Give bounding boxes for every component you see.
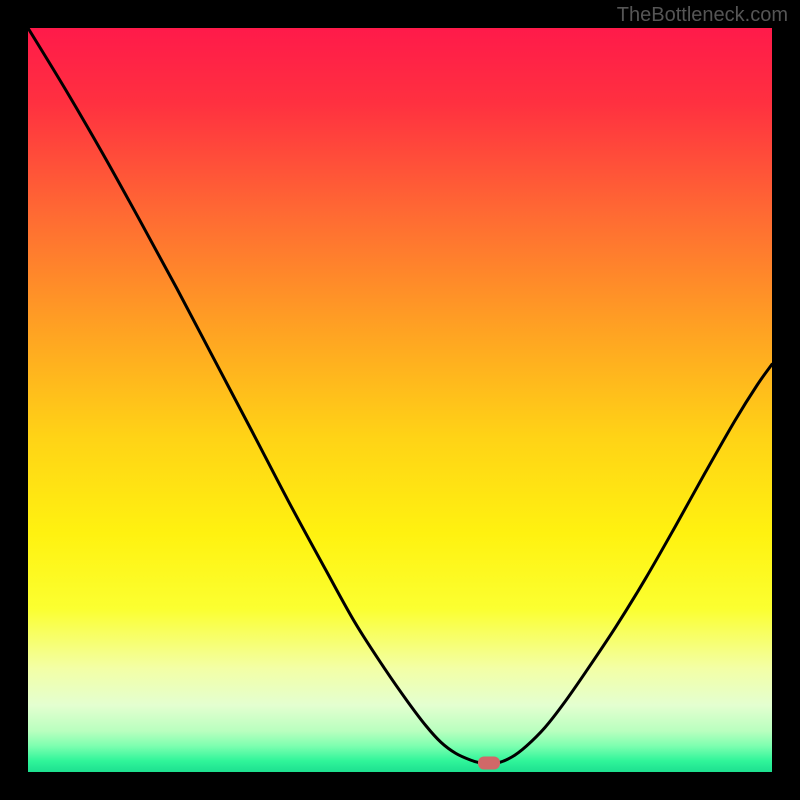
chart-plot-area [28, 28, 772, 772]
curve-path [28, 28, 772, 764]
watermark-text: TheBottleneck.com [617, 4, 788, 27]
chart-curve [28, 28, 772, 772]
min-point-marker [478, 757, 500, 770]
